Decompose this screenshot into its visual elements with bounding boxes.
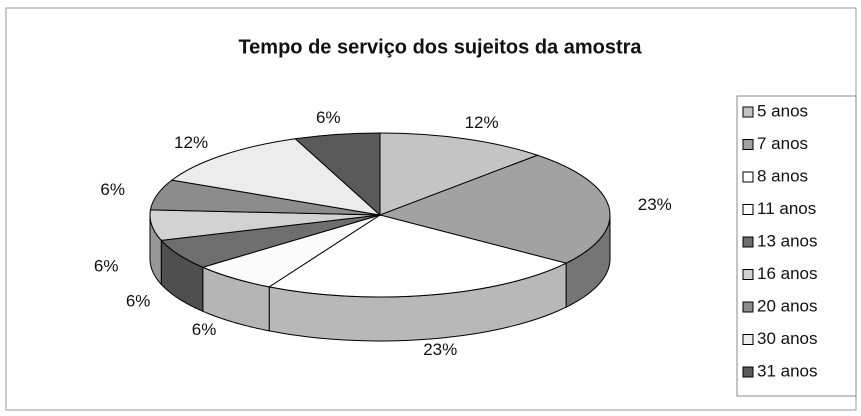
data-label: 6% — [94, 256, 119, 275]
legend-swatch — [742, 204, 754, 215]
slice — [294, 132, 381, 217]
data-label: 23% — [423, 340, 457, 359]
legend-label: 8 anos — [757, 166, 808, 185]
data-label: 6% — [126, 291, 151, 310]
slice — [379, 132, 539, 216]
legend-swatch — [742, 366, 754, 378]
legend-label: 16 anos — [757, 264, 818, 283]
legend-label: 11 anos — [757, 199, 816, 218]
data-label: 23% — [638, 195, 672, 214]
legend-label: 5 anos — [757, 101, 808, 120]
legend-swatch — [742, 171, 754, 183]
legend-label: 20 anos — [757, 296, 818, 315]
legend-swatch — [742, 236, 754, 248]
legend-swatch — [742, 301, 754, 313]
data-label: 6% — [316, 108, 341, 127]
legend-box — [736, 95, 857, 397]
legend-swatch — [742, 139, 754, 150]
legend-label: 30 anos — [757, 329, 818, 348]
legend-swatch — [742, 334, 754, 345]
legend-label: 7 anos — [757, 134, 808, 153]
legend-swatch — [742, 106, 754, 118]
legend-label: 13 anos — [757, 231, 818, 250]
legend-swatch — [742, 269, 754, 280]
legend-label: 31 anos — [757, 361, 818, 380]
slice — [170, 138, 382, 216]
data-label: 12% — [465, 113, 499, 132]
chart-title: Tempo de serviço dos sujeitos da amostra — [238, 36, 642, 58]
slice — [378, 154, 611, 264]
data-label: 6% — [100, 180, 125, 199]
data-label: 12% — [174, 133, 208, 152]
data-label: 6% — [192, 320, 217, 339]
slice — [267, 214, 568, 298]
